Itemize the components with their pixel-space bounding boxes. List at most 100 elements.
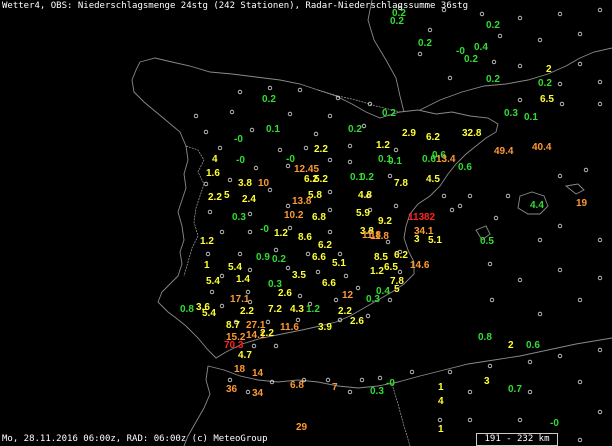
observation-value: 1.6 (206, 168, 220, 179)
station-marker (487, 363, 493, 369)
station-marker (359, 377, 365, 383)
station-marker (267, 85, 273, 91)
observation-value: 2.2 (208, 192, 222, 203)
station-marker (247, 267, 253, 273)
station-marker (557, 267, 563, 273)
observation-value: 10 (258, 178, 270, 189)
observation-value: -0 (286, 154, 295, 165)
station-marker (437, 417, 443, 423)
observation-value: 2.2 (314, 144, 328, 155)
observation-value: 0.9 (256, 252, 270, 263)
coastline-mallorca (517, 191, 549, 215)
station-marker (207, 209, 213, 215)
station-marker (367, 101, 373, 107)
observation-value: 1.4 (236, 274, 250, 285)
station-marker (557, 353, 563, 359)
observation-value: 0.2 (348, 124, 362, 135)
observation-value: 14.6 (410, 260, 430, 271)
observation-value: 34 (252, 388, 264, 399)
observation-value: 6.6 (312, 252, 326, 263)
observation-value: -0 (386, 378, 395, 389)
station-marker (237, 251, 243, 257)
station-marker (559, 101, 565, 107)
observation-value: 2.2 (338, 306, 352, 317)
station-markers (193, 5, 603, 443)
station-marker (387, 173, 393, 179)
station-marker (267, 187, 273, 193)
observation-value: 6.5 (384, 262, 398, 273)
station-marker (219, 303, 225, 309)
station-marker (387, 297, 393, 303)
station-marker (355, 285, 361, 291)
observation-value: 5.4 (228, 262, 242, 273)
station-marker (203, 129, 209, 135)
observation-value: 113 (408, 212, 425, 223)
station-marker (393, 203, 399, 209)
observation-value: 1 (438, 382, 444, 393)
station-marker (327, 189, 333, 195)
observation-value: 0.8 (180, 304, 194, 315)
observation-value: 1.2 (274, 228, 288, 239)
station-marker (247, 229, 253, 235)
observation-value: 10.2 (284, 210, 304, 221)
station-marker (347, 389, 353, 395)
observation-value: 3 (414, 234, 420, 245)
scale-bar: 191 - 232 km (476, 433, 558, 446)
border-france (317, 89, 401, 113)
observation-value: 0.1 (378, 154, 392, 165)
observation-value: 0.6 (432, 150, 446, 161)
observation-value: 5.2 (314, 174, 328, 185)
station-marker (577, 297, 583, 303)
observation-value: 1.2 (376, 140, 390, 151)
observation-value: 14 (252, 368, 264, 379)
observation-value: 3.8 (360, 226, 374, 237)
observation-value: 1 (204, 260, 210, 271)
station-marker (397, 249, 403, 255)
coastline-africa (207, 337, 612, 389)
station-marker (597, 7, 603, 13)
station-marker (493, 215, 499, 221)
station-marker (577, 61, 583, 67)
station-marker (277, 147, 283, 153)
station-marker (247, 299, 253, 305)
station-marker (273, 343, 279, 349)
observation-value: 0.2 (418, 38, 432, 49)
observation-value: 36 (226, 384, 238, 395)
observation-value: 3.6 (196, 302, 210, 313)
station-marker (285, 163, 291, 169)
station-marker (397, 269, 403, 275)
observation-value: 3.9 (318, 322, 332, 333)
station-marker (557, 81, 563, 87)
observation-value: 12 (342, 290, 354, 301)
observation-value: 34.1 (414, 226, 434, 237)
station-marker (327, 207, 333, 213)
observation-value: 2.6 (350, 316, 364, 327)
observation-value: 0.6 (422, 154, 436, 165)
station-marker (447, 369, 453, 375)
observation-value: 6.2 (304, 174, 318, 185)
observation-value: -0 (260, 224, 269, 235)
station-marker (517, 417, 523, 423)
station-marker (295, 317, 301, 323)
station-marker (597, 237, 603, 243)
observation-value: 3.5 (292, 270, 306, 281)
station-marker (497, 33, 503, 39)
observation-value: 0.2 (486, 74, 500, 85)
station-marker (583, 167, 589, 173)
observation-value: 32.8 (462, 128, 482, 139)
observation-value: 6.2 (394, 250, 408, 261)
station-marker (227, 177, 233, 183)
station-marker (285, 265, 291, 271)
station-marker (325, 377, 331, 383)
station-marker (489, 297, 495, 303)
observation-value: 49.4 (494, 146, 514, 157)
observation-value: 6.2 (426, 132, 440, 143)
observation-value: 11.8 (370, 231, 389, 242)
station-marker (441, 7, 447, 13)
border-portugal (183, 145, 205, 277)
station-marker (335, 95, 341, 101)
station-marker (537, 237, 543, 243)
observation-value: 2.4 (242, 194, 256, 205)
station-marker (537, 311, 543, 317)
station-marker (303, 145, 309, 151)
